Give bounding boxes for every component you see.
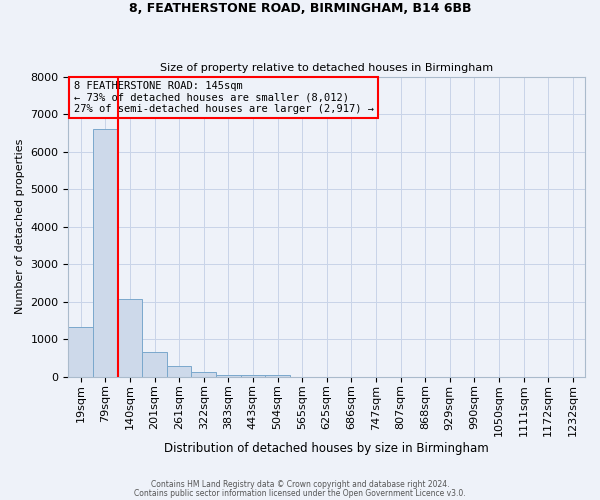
Text: Contains public sector information licensed under the Open Government Licence v3: Contains public sector information licen… xyxy=(134,488,466,498)
X-axis label: Distribution of detached houses by size in Birmingham: Distribution of detached houses by size … xyxy=(164,442,489,455)
Bar xyxy=(241,375,265,377)
Text: 8 FEATHERSTONE ROAD: 145sqm
← 73% of detached houses are smaller (8,012)
27% of : 8 FEATHERSTONE ROAD: 145sqm ← 73% of det… xyxy=(74,81,374,114)
Bar xyxy=(191,372,216,377)
Bar xyxy=(216,375,241,377)
Bar xyxy=(68,328,93,377)
Bar xyxy=(93,129,118,377)
Bar xyxy=(167,366,191,377)
Text: Contains HM Land Registry data © Crown copyright and database right 2024.: Contains HM Land Registry data © Crown c… xyxy=(151,480,449,489)
Title: Size of property relative to detached houses in Birmingham: Size of property relative to detached ho… xyxy=(160,63,493,73)
Bar xyxy=(118,300,142,377)
Bar xyxy=(142,352,167,377)
Bar xyxy=(265,375,290,377)
Y-axis label: Number of detached properties: Number of detached properties xyxy=(15,139,25,314)
Text: 8, FEATHERSTONE ROAD, BIRMINGHAM, B14 6BB: 8, FEATHERSTONE ROAD, BIRMINGHAM, B14 6B… xyxy=(129,2,471,16)
